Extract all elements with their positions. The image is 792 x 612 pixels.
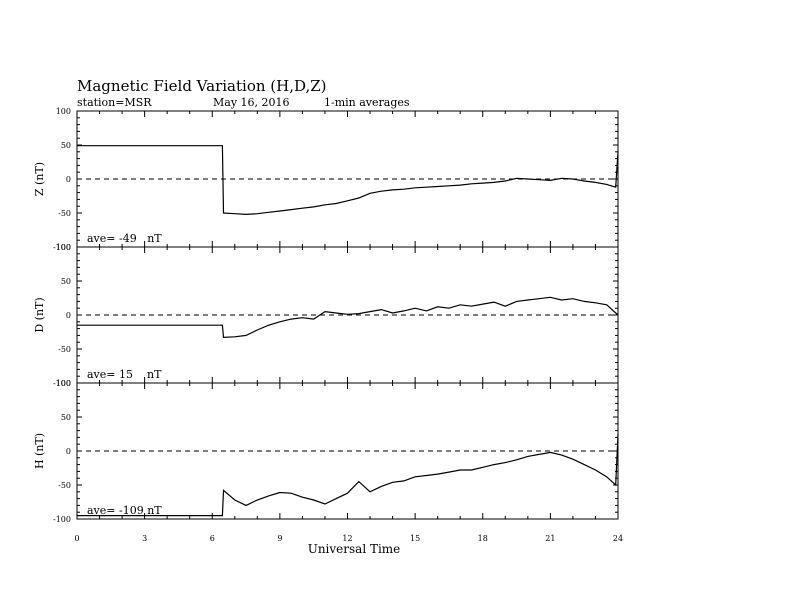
z-ytick-label: -50	[58, 209, 71, 218]
station-label: station=MSR	[77, 96, 152, 109]
x-tick-label: 21	[545, 534, 555, 543]
h-average-annotation: ave= -109 nT	[87, 504, 162, 517]
h-ytick-label: 50	[61, 413, 71, 422]
z-ylabel: Z (nT)	[33, 162, 46, 196]
z-ytick-label: 50	[61, 141, 71, 150]
d-ylabel: D (nT)	[33, 297, 46, 332]
x-tick-label: 18	[478, 534, 488, 543]
d-ytick-label: 50	[61, 277, 71, 286]
z-average-annotation: ave= -49 nT	[87, 232, 162, 245]
panels-group: 100 50 0 -50 -100 Z (nT) ave= -49 nT 100 50 0 -50 -…	[33, 107, 623, 543]
x-tick-label: 24	[613, 534, 623, 543]
h-series-line	[77, 433, 619, 517]
h-ytick-label: -100	[53, 515, 71, 524]
chart-title: Magnetic Field Variation (H,D,Z)	[77, 77, 327, 95]
z-ytick-label: -100	[53, 243, 71, 252]
averaging-label: 1-min averages	[324, 96, 410, 109]
x-tick-label: 3	[142, 534, 147, 543]
z-series-line	[77, 145, 619, 216]
x-tick-label: 6	[210, 534, 215, 543]
d-ytick-label: -100	[53, 379, 71, 388]
h-ytick-label: 100	[56, 379, 71, 388]
date-label: May 16, 2016	[213, 96, 290, 109]
x-tick-label: 0	[74, 534, 79, 543]
h-ytick-label: -50	[58, 481, 71, 490]
z-ytick-label: 100	[56, 107, 71, 116]
d-ytick-label: 0	[66, 311, 71, 320]
x-tick-label: 15	[410, 534, 420, 543]
x-tick-label: 9	[277, 534, 282, 543]
x-tick-label: 12	[342, 534, 352, 543]
d-ytick-label: 100	[56, 243, 71, 252]
z-ytick-label: 0	[66, 175, 71, 184]
d-average-annotation: ave= 15 nT	[87, 368, 162, 381]
h-ytick-label: 0	[66, 447, 71, 456]
x-axis-label: Universal Time	[308, 542, 401, 556]
d-ytick-label: -50	[58, 345, 71, 354]
d-series-line	[77, 296, 619, 339]
h-ylabel: H (nT)	[33, 433, 46, 469]
